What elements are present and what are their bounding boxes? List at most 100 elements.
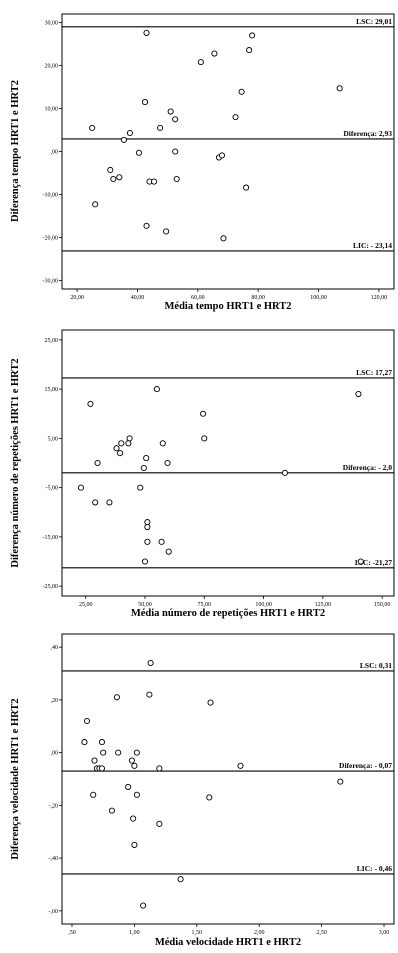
reference-line-label: LIC: -21,27 (355, 558, 392, 567)
x-axis-title: Média velocidade HRT1 e HRT2 (155, 937, 301, 948)
y-axis-title: Diferença número de repetições HRT1 e HR… (10, 358, 21, 567)
data-point (243, 184, 250, 191)
y-tick-label: -10,00 (43, 192, 59, 198)
y-tick-label: -,40 (49, 856, 59, 862)
x-tick-label: 120,00 (371, 295, 388, 301)
data-point (135, 149, 143, 156)
y-tick-label: ,00 (51, 751, 59, 757)
y-tick-label: ,20 (51, 698, 59, 704)
y-tick-label: ,00 (51, 150, 59, 156)
y-tick-label: -,20 (49, 803, 59, 809)
x-tick-label: 100,00 (310, 295, 327, 301)
data-point (163, 228, 170, 235)
data-point (146, 691, 153, 698)
data-point (83, 717, 91, 725)
data-point (173, 175, 180, 183)
data-point (206, 794, 213, 801)
data-point (125, 783, 132, 790)
data-point (218, 152, 226, 159)
plot-frame (61, 329, 395, 597)
reference-line-label: LIC: - 23,14 (353, 241, 392, 250)
panel-3-velocity: ,50 1,00 1,50 2,00 2,50 3,00 -,60 -,40 -,20 ,00 ,2… (10, 633, 395, 948)
data-point (131, 762, 138, 769)
y-tick-label: -25,00 (43, 584, 59, 590)
x-tick-label: 50,00 (138, 602, 152, 608)
data-point (141, 558, 149, 565)
data-point (144, 538, 151, 545)
data-point (98, 765, 105, 772)
data-point (172, 148, 179, 155)
data-point (126, 435, 133, 442)
data-point (100, 749, 107, 756)
reference-line-label: LSC: 0,31 (360, 661, 392, 670)
data-point (246, 47, 253, 54)
x-tick-label: 100,00 (255, 602, 272, 608)
data-point (156, 820, 163, 827)
data-point (116, 174, 123, 181)
x-tick-label: 75,00 (198, 602, 212, 608)
x-tick-label: 2,00 (254, 930, 265, 936)
y-tick-label: 30,00 (45, 21, 59, 27)
data-point (237, 762, 244, 769)
data-point (126, 129, 133, 137)
data-point (159, 440, 166, 447)
data-point (144, 519, 151, 526)
data-point (106, 499, 113, 506)
y-tick-label: 10,00 (45, 107, 59, 113)
data-point (220, 235, 227, 242)
reference-line-label: LSC: 29,01 (356, 17, 392, 26)
data-point (355, 390, 362, 398)
data-point (143, 455, 150, 462)
data-point (197, 59, 204, 66)
y-tick-label: 20,00 (45, 64, 59, 70)
x-tick-label: 1,50 (192, 930, 203, 936)
y-tick-label: 25,00 (45, 338, 59, 344)
data-point (144, 523, 151, 531)
data-point (94, 459, 101, 467)
x-axis-title: Média tempo HRT1 e HRT2 (165, 301, 292, 312)
data-point (115, 749, 122, 756)
y-tick-label: -20,00 (43, 235, 59, 241)
data-point (238, 88, 245, 95)
data-point (113, 694, 120, 701)
y-tick-label: -15,00 (43, 535, 59, 541)
data-point (141, 99, 149, 106)
data-point (140, 902, 147, 909)
data-point (172, 116, 179, 123)
data-point (143, 29, 150, 36)
y-tick-label: -,60 (49, 909, 59, 915)
y-axis-title: Diferença tempo HRT1 e HRT2 (10, 80, 21, 222)
data-point (131, 841, 138, 848)
data-point (133, 749, 140, 756)
data-point (98, 739, 105, 746)
y-tick-label: -5,00 (46, 486, 59, 492)
data-point (249, 32, 256, 39)
data-point (137, 484, 144, 491)
data-point (77, 484, 85, 491)
data-point (87, 400, 94, 407)
data-point (167, 108, 174, 115)
x-axis-title: Média número de repetições HRT1 e HRT2 (131, 608, 325, 619)
data-point (200, 410, 207, 417)
data-point (81, 739, 88, 746)
data-point (157, 124, 164, 131)
data-point (120, 136, 127, 143)
data-point (337, 778, 344, 785)
data-point (128, 757, 135, 764)
data-point (130, 815, 137, 822)
data-point (133, 791, 140, 798)
data-point (140, 464, 147, 471)
data-point (92, 201, 99, 208)
data-point (281, 469, 288, 476)
data-point (357, 558, 364, 565)
x-tick-label: 40,00 (131, 295, 145, 301)
reference-line-label: LIC: - 0,46 (357, 864, 392, 873)
data-point (153, 386, 160, 393)
x-tick-label: 2,50 (316, 930, 327, 936)
data-point (151, 178, 158, 185)
data-point (125, 440, 132, 447)
x-tick-label: 20,00 (70, 295, 84, 301)
x-tick-label: 25,00 (79, 602, 93, 608)
plot-frame (61, 633, 395, 925)
